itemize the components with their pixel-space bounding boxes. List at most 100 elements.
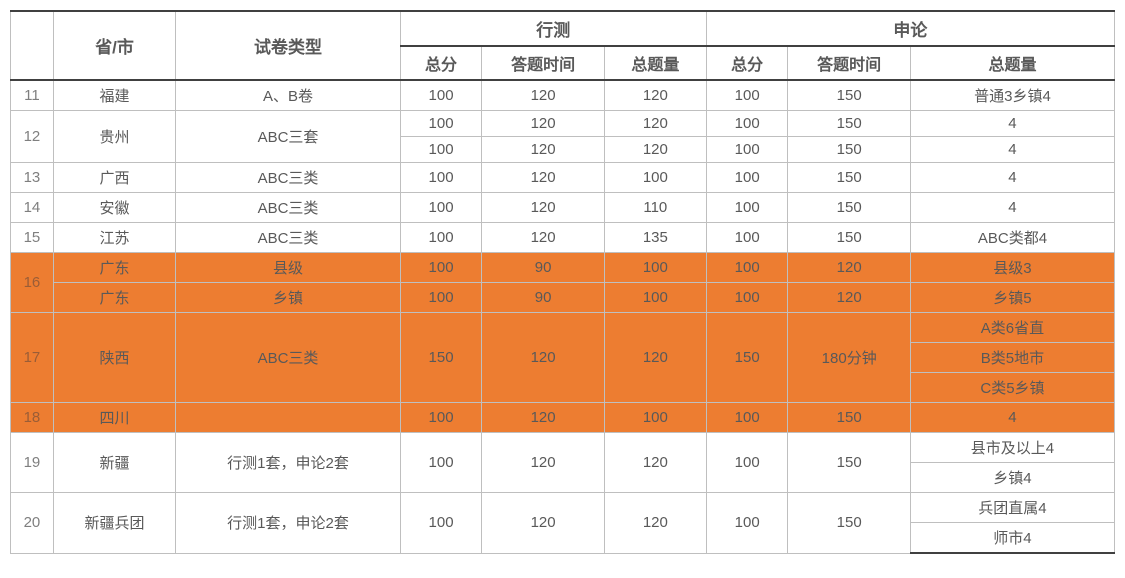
cell-province: 陕西 bbox=[53, 313, 175, 403]
cell-idx: 20 bbox=[11, 493, 54, 554]
cell-xc-q: 100 bbox=[604, 403, 706, 433]
cell-xc-q: 135 bbox=[604, 223, 706, 253]
cell-paper: ABC三类 bbox=[176, 193, 400, 223]
cell-idx: 18 bbox=[11, 403, 54, 433]
cell-sl-score: 100 bbox=[706, 283, 788, 313]
cell-xc-time: 120 bbox=[482, 193, 604, 223]
cell-sl-time: 150 bbox=[788, 223, 910, 253]
th-xc-time: 答题时间 bbox=[482, 46, 604, 80]
cell-sl-q: 乡镇4 bbox=[910, 463, 1114, 493]
cell-sl-score: 100 bbox=[706, 111, 788, 137]
cell-sl-time: 150 bbox=[788, 163, 910, 193]
cell-paper: A、B卷 bbox=[176, 80, 400, 111]
cell-province: 广东 bbox=[53, 283, 175, 313]
cell-sl-time: 120 bbox=[788, 253, 910, 283]
cell-sl-time: 150 bbox=[788, 193, 910, 223]
cell-xc-time: 120 bbox=[482, 163, 604, 193]
cell-xc-score: 100 bbox=[400, 137, 482, 163]
cell-sl-q: 师市4 bbox=[910, 523, 1114, 554]
cell-sl-q: C类5乡镇 bbox=[910, 373, 1114, 403]
cell-xc-q: 110 bbox=[604, 193, 706, 223]
cell-xc-q: 120 bbox=[604, 137, 706, 163]
cell-xc-score: 100 bbox=[400, 403, 482, 433]
cell-xc-time: 120 bbox=[482, 403, 604, 433]
cell-paper: ABC三类 bbox=[176, 313, 400, 403]
cell-sl-score: 100 bbox=[706, 163, 788, 193]
cell-province: 新疆 bbox=[53, 433, 175, 493]
cell-paper: ABC三类 bbox=[176, 223, 400, 253]
cell-sl-score: 100 bbox=[706, 137, 788, 163]
th-group-xingce: 行测 bbox=[400, 11, 706, 46]
cell-idx: 11 bbox=[11, 80, 54, 111]
cell-idx: 12 bbox=[11, 111, 54, 163]
cell-xc-time: 120 bbox=[482, 111, 604, 137]
cell-sl-score: 100 bbox=[706, 403, 788, 433]
cell-xc-score: 100 bbox=[400, 163, 482, 193]
cell-xc-score: 100 bbox=[400, 253, 482, 283]
cell-sl-q: 乡镇5 bbox=[910, 283, 1114, 313]
cell-sl-q: 4 bbox=[910, 163, 1114, 193]
exam-table: 省/市 试卷类型 行测 申论 总分 答题时间 总题量 总分 答题时间 总题量 1… bbox=[10, 10, 1115, 554]
th-province: 省/市 bbox=[53, 11, 175, 80]
cell-xc-score: 100 bbox=[400, 193, 482, 223]
cell-province: 福建 bbox=[53, 80, 175, 111]
cell-sl-score: 100 bbox=[706, 433, 788, 493]
cell-province: 广西 bbox=[53, 163, 175, 193]
th-index bbox=[11, 11, 54, 80]
cell-xc-q: 120 bbox=[604, 433, 706, 493]
cell-paper bbox=[176, 403, 400, 433]
cell-idx: 16 bbox=[11, 253, 54, 313]
cell-province: 广东 bbox=[53, 253, 175, 283]
cell-xc-q: 100 bbox=[604, 283, 706, 313]
cell-sl-time: 120 bbox=[788, 283, 910, 313]
cell-province: 四川 bbox=[53, 403, 175, 433]
cell-sl-score: 100 bbox=[706, 253, 788, 283]
cell-xc-q: 100 bbox=[604, 163, 706, 193]
cell-sl-time: 150 bbox=[788, 80, 910, 111]
cell-xc-score: 100 bbox=[400, 493, 482, 554]
table-row: 14安徽ABC三类1001201101001504 bbox=[11, 193, 1115, 223]
cell-sl-time: 150 bbox=[788, 403, 910, 433]
th-sl-time: 答题时间 bbox=[788, 46, 910, 80]
th-xc-score: 总分 bbox=[400, 46, 482, 80]
cell-sl-q: 4 bbox=[910, 111, 1114, 137]
cell-xc-time: 120 bbox=[482, 493, 604, 554]
cell-paper: 行测1套，申论2套 bbox=[176, 493, 400, 554]
cell-sl-score: 100 bbox=[706, 493, 788, 554]
cell-sl-score: 150 bbox=[706, 313, 788, 403]
cell-paper: 县级 bbox=[176, 253, 400, 283]
cell-idx: 14 bbox=[11, 193, 54, 223]
cell-idx: 13 bbox=[11, 163, 54, 193]
cell-sl-time: 150 bbox=[788, 111, 910, 137]
cell-sl-q: ABC类都4 bbox=[910, 223, 1114, 253]
cell-sl-score: 100 bbox=[706, 80, 788, 111]
cell-xc-time: 120 bbox=[482, 223, 604, 253]
cell-sl-q: 4 bbox=[910, 403, 1114, 433]
cell-sl-score: 100 bbox=[706, 193, 788, 223]
cell-sl-time: 150 bbox=[788, 493, 910, 554]
cell-xc-q: 120 bbox=[604, 111, 706, 137]
cell-sl-score: 100 bbox=[706, 223, 788, 253]
th-sl-q: 总题量 bbox=[910, 46, 1114, 80]
th-sl-score: 总分 bbox=[706, 46, 788, 80]
table-row: 16广东县级10090100100120县级3 bbox=[11, 253, 1115, 283]
table-body: 11福建A、B卷100120120100150普通3乡镇412贵州ABC三套10… bbox=[11, 80, 1115, 553]
cell-idx: 19 bbox=[11, 433, 54, 493]
table-row: 20新疆兵团行测1套，申论2套100120120100150兵团直属4 bbox=[11, 493, 1115, 523]
cell-xc-score: 100 bbox=[400, 433, 482, 493]
th-xc-q: 总题量 bbox=[604, 46, 706, 80]
cell-xc-time: 120 bbox=[482, 137, 604, 163]
cell-xc-time: 120 bbox=[482, 433, 604, 493]
cell-sl-time: 150 bbox=[788, 433, 910, 493]
table-row: 13广西ABC三类1001201001001504 bbox=[11, 163, 1115, 193]
cell-xc-score: 100 bbox=[400, 283, 482, 313]
table-row: 12贵州ABC三套1001201201001504 bbox=[11, 111, 1115, 137]
cell-paper: ABC三类 bbox=[176, 163, 400, 193]
cell-xc-time: 90 bbox=[482, 283, 604, 313]
cell-paper: 乡镇 bbox=[176, 283, 400, 313]
th-group-shenlun: 申论 bbox=[706, 11, 1114, 46]
cell-xc-time: 120 bbox=[482, 80, 604, 111]
cell-xc-score: 100 bbox=[400, 223, 482, 253]
table-row: 18四川1001201001001504 bbox=[11, 403, 1115, 433]
cell-idx: 17 bbox=[11, 313, 54, 403]
